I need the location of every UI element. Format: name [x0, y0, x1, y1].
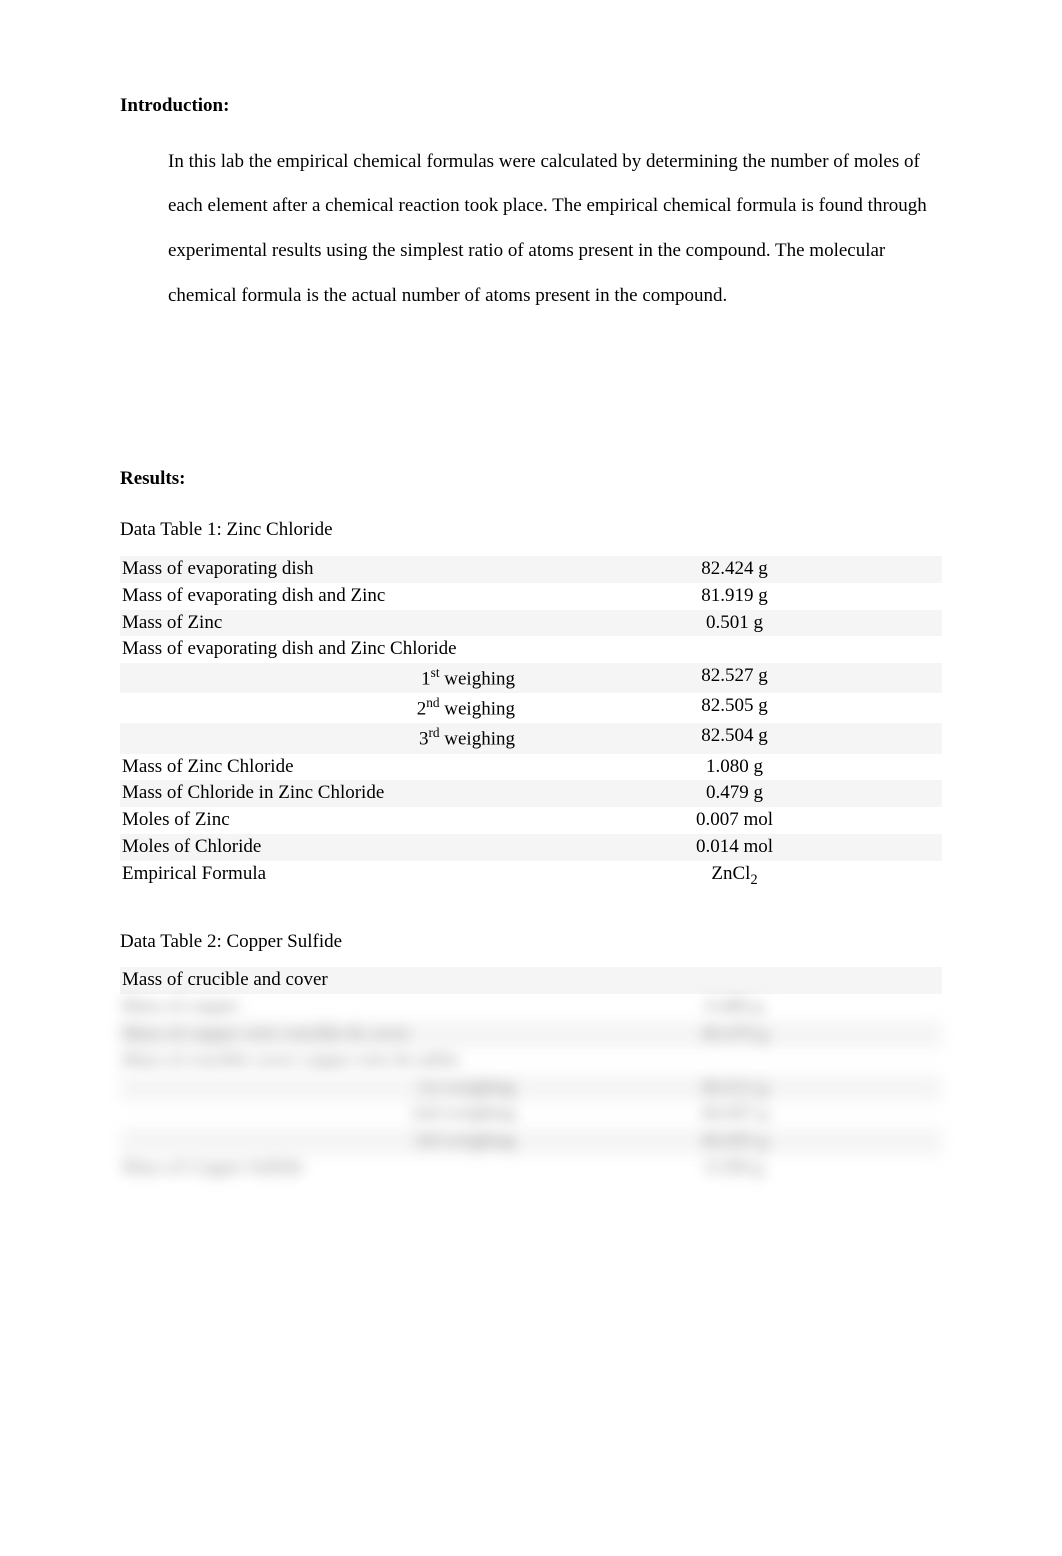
row-value: ZnCl2 — [531, 861, 942, 891]
introduction-body-wrap: In this lab the empirical chemical formu… — [168, 140, 942, 319]
introduction-heading: Introduction: — [120, 95, 942, 118]
row-label: Mass of evaporating dish and Zinc Chlori… — [120, 636, 531, 663]
row-value — [531, 967, 942, 994]
table-row: Moles of Chloride0.014 mol — [120, 834, 942, 861]
table-row: Mass of evaporating dish82.424 g — [120, 556, 942, 583]
row-value: 1.080 g — [531, 754, 942, 781]
row-value: 46.612 g — [531, 1075, 942, 1102]
table1: Mass of evaporating dish82.424 gMass of … — [120, 556, 942, 891]
row-value: 0.501 g — [531, 610, 942, 637]
table-row: 3rd weighing46.605 g — [120, 1128, 942, 1155]
row-label: 1st weighing — [120, 1075, 531, 1102]
table1-caption: Data Table 1: Zinc Chloride — [120, 519, 942, 542]
row-label: 2nd weighing — [120, 693, 531, 723]
row-value: 46.470 g — [531, 1021, 942, 1048]
table-row: 1st weighing82.527 g — [120, 663, 942, 693]
row-label: 3rd weighing — [120, 1128, 531, 1155]
row-value — [531, 1048, 942, 1075]
row-label: Mass of crucible and cover — [120, 967, 531, 994]
row-label: Mass of evaporating dish — [120, 556, 531, 583]
table-row: 2nd weighing46.607 g — [120, 1101, 942, 1128]
row-value: 0.480 g — [531, 994, 942, 1021]
table-row: Mass of Copper Sulfide0.599 g — [120, 1155, 942, 1182]
table-row: Mass of Zinc Chloride1.080 g — [120, 754, 942, 781]
table-row: Mass of crucible cover copper wire & sul… — [120, 1048, 942, 1075]
row-value: 0.007 mol — [531, 807, 942, 834]
row-value — [531, 636, 942, 663]
row-label: Empirical Formula — [120, 861, 531, 891]
table-row: Moles of Zinc0.007 mol — [120, 807, 942, 834]
row-label: Mass of Zinc — [120, 610, 531, 637]
table-row: Mass of evaporating dish and Zinc Chlori… — [120, 636, 942, 663]
row-value: 82.505 g — [531, 693, 942, 723]
row-value: 0.479 g — [531, 780, 942, 807]
row-value: 46.607 g — [531, 1101, 942, 1128]
row-label: Mass of copper wire crucible & cover — [120, 1021, 531, 1048]
row-value: 82.504 g — [531, 723, 942, 753]
row-value: 82.424 g — [531, 556, 942, 583]
table2-wrap: Mass of crucible and coverMass of copper… — [120, 967, 942, 1181]
row-label: Mass of Chloride in Zinc Chloride — [120, 780, 531, 807]
row-label: Moles of Chloride — [120, 834, 531, 861]
table-row: Mass of Zinc0.501 g — [120, 610, 942, 637]
row-label: Mass of evaporating dish and Zinc — [120, 583, 531, 610]
row-label: Mass of Zinc Chloride — [120, 754, 531, 781]
table-row: Mass of evaporating dish and Zinc81.919 … — [120, 583, 942, 610]
table-row: Empirical FormulaZnCl2 — [120, 861, 942, 891]
row-label: Mass of copper — [120, 994, 531, 1021]
table-row: Mass of copper0.480 g — [120, 994, 942, 1021]
row-label: 3rd weighing — [120, 723, 531, 753]
row-value: 0.599 g — [531, 1155, 942, 1182]
table2-caption: Data Table 2: Copper Sulfide — [120, 931, 942, 954]
table-row: Mass of crucible and cover — [120, 967, 942, 994]
table-row: 2nd weighing82.505 g — [120, 693, 942, 723]
row-label: 1st weighing — [120, 663, 531, 693]
results-section: Results: Data Table 1: Zinc Chloride Mas… — [120, 468, 942, 1181]
table-row: 1st weighing46.612 g — [120, 1075, 942, 1102]
introduction-body: In this lab the empirical chemical formu… — [168, 140, 942, 319]
introduction-section: Introduction: In this lab the empirical … — [120, 95, 942, 318]
table-row: 3rd weighing82.504 g — [120, 723, 942, 753]
row-value: 0.014 mol — [531, 834, 942, 861]
row-label: 2nd weighing — [120, 1101, 531, 1128]
results-heading: Results: — [120, 468, 942, 491]
row-value: 46.605 g — [531, 1128, 942, 1155]
table-row: Mass of copper wire crucible & cover46.4… — [120, 1021, 942, 1048]
row-label: Mass of crucible cover copper wire & sul… — [120, 1048, 531, 1075]
table-row: Mass of Chloride in Zinc Chloride0.479 g — [120, 780, 942, 807]
row-value: 82.527 g — [531, 663, 942, 693]
row-label: Moles of Zinc — [120, 807, 531, 834]
table2: Mass of crucible and coverMass of copper… — [120, 967, 942, 1181]
row-value: 81.919 g — [531, 583, 942, 610]
row-label: Mass of Copper Sulfide — [120, 1155, 531, 1182]
